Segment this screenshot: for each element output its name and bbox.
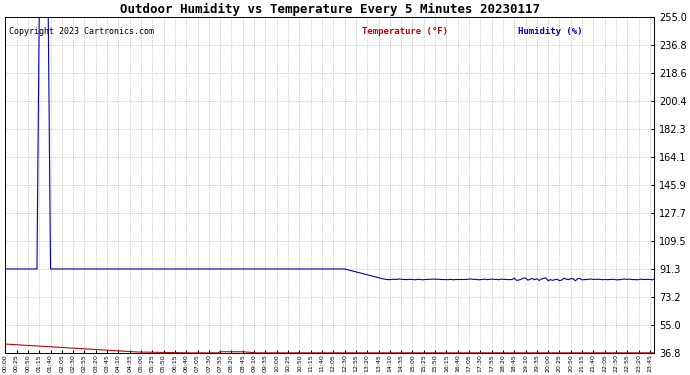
Text: Temperature (°F): Temperature (°F) <box>362 27 448 36</box>
Text: Copyright 2023 Cartronics.com: Copyright 2023 Cartronics.com <box>8 27 153 36</box>
Text: Humidity (%): Humidity (%) <box>518 27 582 36</box>
Title: Outdoor Humidity vs Temperature Every 5 Minutes 20230117: Outdoor Humidity vs Temperature Every 5 … <box>120 3 540 16</box>
